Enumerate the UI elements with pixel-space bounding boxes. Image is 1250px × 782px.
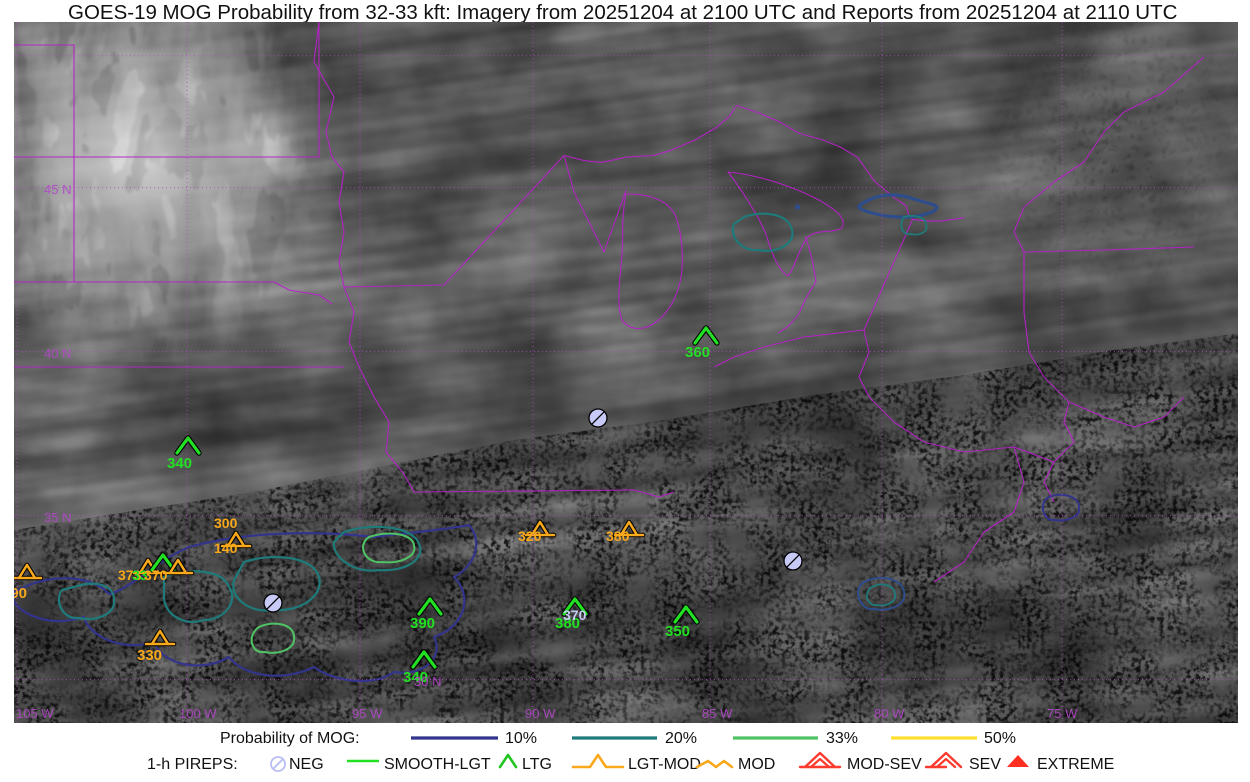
svg-text:370: 370 (144, 567, 168, 583)
svg-text:LGT-MOD: LGT-MOD (628, 756, 701, 773)
svg-text:140: 140 (214, 540, 238, 556)
svg-text:45 N: 45 N (44, 182, 71, 197)
svg-text:390: 390 (14, 585, 27, 602)
svg-text:340: 340 (167, 455, 192, 472)
svg-text:LTG: LTG (522, 756, 552, 773)
svg-text:360: 360 (685, 344, 710, 361)
svg-text:95 W: 95 W (352, 706, 383, 721)
svg-text:33%: 33% (826, 730, 858, 747)
svg-text:NEG: NEG (289, 756, 324, 773)
svg-text:380: 380 (606, 528, 630, 544)
svg-text:1-h PIREPS:: 1-h PIREPS: (147, 756, 238, 773)
svg-text:20%: 20% (665, 730, 697, 747)
svg-text:40 N: 40 N (44, 346, 71, 361)
svg-text:100 W: 100 W (179, 706, 217, 721)
svg-text:75 W: 75 W (1047, 706, 1078, 721)
svg-text:30 N: 30 N (414, 674, 441, 689)
svg-text:390: 390 (410, 615, 435, 632)
svg-text:50%: 50% (984, 730, 1016, 747)
svg-text:300: 300 (214, 515, 238, 531)
svg-text:350: 350 (665, 623, 690, 640)
svg-text:SEV: SEV (969, 756, 1001, 773)
svg-text:MOD-SEV: MOD-SEV (847, 756, 922, 773)
svg-text:35 N: 35 N (44, 510, 71, 525)
svg-text:85 W: 85 W (702, 706, 733, 721)
svg-text:MOD: MOD (738, 756, 775, 773)
svg-text:80 W: 80 W (874, 706, 905, 721)
svg-text:EXTREME: EXTREME (1037, 756, 1114, 773)
svg-text:330: 330 (137, 647, 162, 664)
svg-text:320: 320 (518, 528, 542, 544)
svg-text:90 W: 90 W (525, 706, 556, 721)
svg-text:105 W: 105 W (16, 706, 54, 721)
svg-text:Probability of MOG:: Probability of MOG: (220, 730, 360, 747)
svg-text:10%: 10% (505, 730, 537, 747)
svg-text:370: 370 (563, 607, 587, 623)
svg-text:SMOOTH-LGT: SMOOTH-LGT (384, 756, 491, 773)
